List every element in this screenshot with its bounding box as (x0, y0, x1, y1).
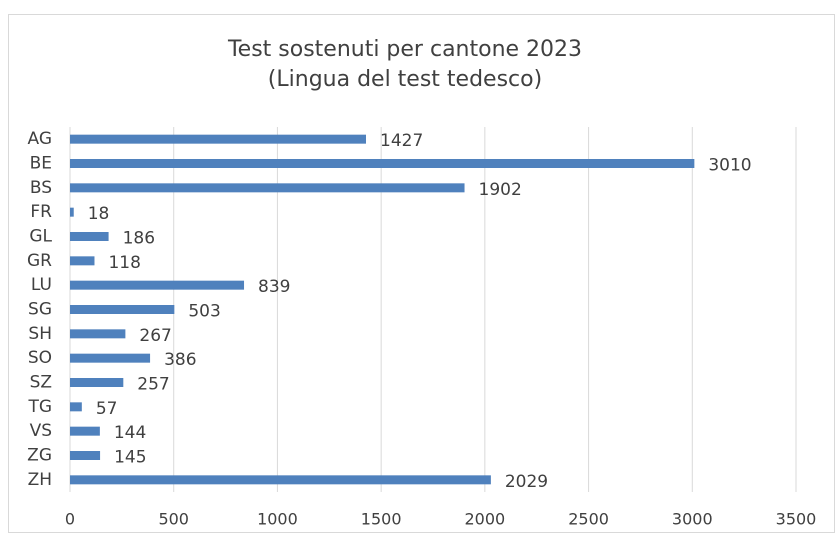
y-tick-label: SZ (30, 373, 52, 393)
value-label: 18 (88, 204, 110, 224)
value-label: 386 (164, 350, 196, 370)
y-tick-label: GL (29, 227, 52, 247)
y-tick-label: FR (30, 202, 52, 222)
value-label: 839 (258, 277, 290, 297)
value-label: 144 (114, 423, 146, 443)
y-tick-label: ZG (27, 446, 52, 466)
value-label: 1902 (479, 180, 522, 200)
value-label: 186 (123, 229, 155, 249)
bar (70, 305, 175, 314)
x-tick-label: 0 (65, 510, 75, 529)
y-tick-label: LU (31, 275, 52, 295)
y-tick-label: ZH (28, 470, 52, 490)
value-label: 57 (96, 399, 118, 419)
x-tick-label: 1000 (257, 510, 298, 529)
x-tick-label: 2000 (464, 510, 505, 529)
y-tick-label: AG (27, 129, 52, 149)
x-tick-label: 2500 (568, 510, 609, 529)
y-tick-label: TG (27, 397, 52, 417)
y-tick-label: BE (30, 154, 52, 174)
bar (70, 426, 100, 436)
bar (70, 256, 95, 266)
value-label: 1427 (380, 131, 423, 151)
chart-frame (8, 14, 835, 533)
bar (70, 475, 491, 485)
bar (70, 378, 124, 387)
y-tick-label: BS (30, 178, 52, 198)
bar (70, 159, 695, 168)
value-label: 3010 (708, 156, 751, 176)
value-label: 503 (188, 302, 220, 322)
x-tick-label: 3000 (672, 510, 713, 529)
x-tick-label: 500 (158, 510, 189, 529)
y-tick-label: SH (28, 324, 52, 344)
y-tick-label: VS (30, 421, 52, 441)
chart-subtitle: (Lingua del test tedesco) (268, 67, 542, 92)
bar (70, 280, 245, 290)
bar (70, 329, 126, 339)
chart-title: Test sostenuti per cantone 2023 (227, 37, 582, 62)
value-label: 145 (114, 448, 146, 468)
value-label: 267 (139, 326, 171, 346)
x-tick-label: 3500 (776, 510, 817, 529)
y-tick-label: SO (28, 348, 52, 368)
value-label: 2029 (505, 472, 548, 492)
bar (70, 402, 82, 412)
value-label: 257 (137, 375, 169, 395)
y-tick-label: GR (27, 251, 52, 271)
x-tick-label: 1500 (361, 510, 402, 529)
bar (70, 451, 101, 460)
bar (70, 232, 109, 241)
bar (70, 207, 74, 217)
y-tick-label: SG (28, 300, 52, 320)
bar (70, 134, 367, 144)
bar (70, 353, 151, 363)
value-label: 118 (108, 253, 140, 273)
bar (70, 183, 465, 193)
